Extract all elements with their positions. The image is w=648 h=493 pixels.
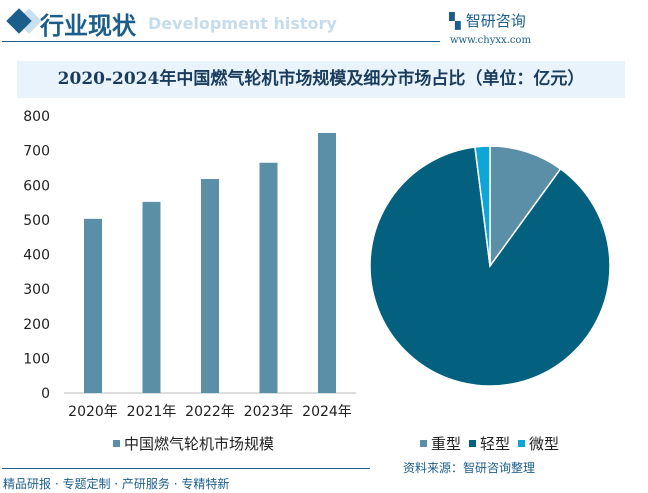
footer-tagline: 精品研报 · 专题定制 · 产研服务 · 专精特新	[3, 477, 230, 491]
chart-title: 2020-2024年中国燃气轮机市场规模及细分市场占比（单位：亿元）	[17, 61, 625, 98]
divider	[2, 468, 370, 469]
y-tick-label: 800	[23, 109, 50, 125]
header-title: 行业现状	[40, 12, 136, 40]
legend-label: 中国燃气轮机市场规模	[124, 435, 275, 453]
legend-label: 轻型	[480, 435, 511, 453]
x-tick-label: 2021年	[127, 404, 177, 420]
y-tick-label: 0	[41, 386, 50, 402]
legend-label: 微型	[529, 435, 560, 453]
legend-swatch	[518, 440, 526, 447]
legend-swatch	[420, 440, 427, 447]
x-tick-label: 2020年	[68, 404, 118, 420]
pie-slice	[474, 145, 491, 267]
logo-text: 智研咨询	[465, 12, 526, 30]
y-tick-label: 300	[23, 282, 50, 298]
x-tick-label: 2022年	[185, 404, 235, 420]
y-tick-label: 600	[23, 178, 50, 194]
bar-legend: 中国燃气轮机市场规模	[113, 433, 274, 454]
y-tick-label: 100	[23, 351, 50, 367]
y-tick-label: 200	[23, 317, 50, 333]
x-tick-label: 2024年	[302, 404, 352, 420]
source-note: 资料来源：智研咨询整理	[403, 461, 536, 475]
header-subtitle: Development history	[148, 14, 337, 33]
pie-slice	[489, 145, 562, 269]
y-tick-label: 500	[23, 213, 50, 229]
bar	[201, 179, 219, 393]
pie-slice	[369, 146, 611, 387]
divider	[2, 41, 440, 42]
legend-swatch	[113, 440, 120, 447]
bar	[142, 201, 161, 393]
legend-swatch	[469, 440, 477, 447]
y-tick-label: 700	[23, 144, 50, 160]
bar	[259, 162, 278, 393]
bar	[84, 218, 102, 393]
legend-label: 重型	[431, 435, 462, 453]
logo-url: www.chyxx.com	[450, 35, 531, 46]
y-tick-label: 400	[23, 248, 50, 264]
x-tick-label: 2023年	[244, 404, 294, 420]
logo-icon: ▚	[449, 12, 466, 30]
logo: ▚ 智研咨询	[449, 10, 526, 31]
pie-legend: 重型 轻型 微型	[420, 433, 559, 454]
bar	[318, 132, 336, 393]
